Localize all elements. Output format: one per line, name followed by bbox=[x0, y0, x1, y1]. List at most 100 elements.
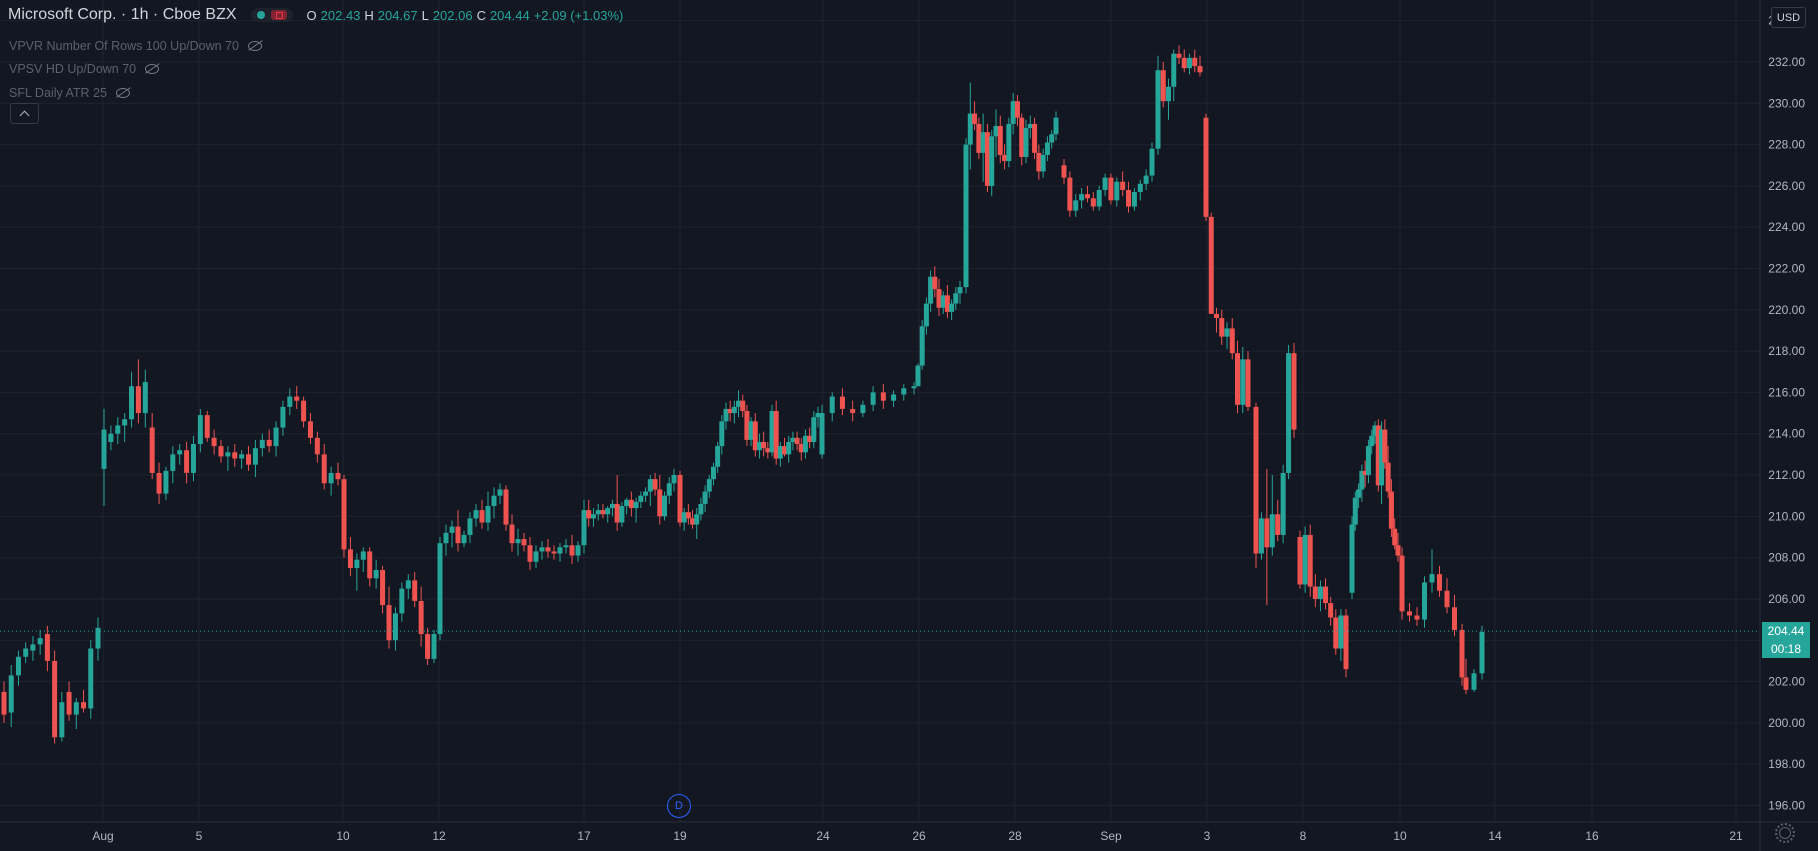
market-status-pill[interactable] bbox=[250, 8, 293, 22]
candle bbox=[1437, 565, 1442, 597]
y-tick-label: 202.00 bbox=[1768, 675, 1805, 689]
eye-off-icon[interactable] bbox=[115, 87, 131, 98]
candle-body bbox=[1102, 177, 1108, 191]
candle bbox=[437, 536, 443, 641]
candle bbox=[702, 485, 708, 513]
candle-body bbox=[1214, 313, 1219, 319]
price-axis bbox=[1760, 0, 1818, 851]
dividend-marker[interactable]: D bbox=[667, 794, 691, 818]
candle-body bbox=[1187, 57, 1192, 69]
candle bbox=[1444, 578, 1450, 614]
candle-body bbox=[1379, 429, 1385, 486]
candle-body bbox=[1302, 534, 1308, 585]
candle bbox=[681, 508, 687, 531]
indicator-atr[interactable]: SFL Daily ATR 25 bbox=[9, 81, 263, 105]
symbol-title[interactable]: Microsoft Corp. · 1h · Cboe BZX bbox=[8, 6, 237, 23]
candle bbox=[246, 446, 252, 471]
candle bbox=[88, 640, 94, 719]
candle-body bbox=[710, 466, 716, 480]
candle-body bbox=[1323, 586, 1329, 604]
candle-body bbox=[1253, 406, 1259, 554]
candle bbox=[509, 514, 515, 552]
candle-body bbox=[1120, 181, 1126, 191]
gear-icon[interactable] bbox=[1775, 823, 1795, 843]
candle bbox=[497, 483, 503, 504]
candle bbox=[963, 138, 969, 294]
candle-body bbox=[66, 691, 72, 715]
candle-body bbox=[609, 503, 615, 509]
candle bbox=[557, 543, 563, 562]
candle bbox=[643, 487, 649, 502]
candle bbox=[860, 400, 866, 418]
indicator-vpsv[interactable]: VPSV HD Up/Down 70 bbox=[9, 58, 263, 82]
eye-off-icon[interactable] bbox=[247, 40, 263, 51]
candle-body bbox=[239, 454, 245, 459]
candle-body bbox=[44, 634, 50, 661]
candle-body bbox=[1036, 152, 1042, 172]
candle-body bbox=[23, 648, 29, 657]
bar-countdown-badge: 00:18 bbox=[1762, 640, 1810, 659]
candle bbox=[829, 392, 835, 422]
candle-body bbox=[723, 408, 729, 422]
candle bbox=[521, 532, 527, 552]
candle-body bbox=[347, 549, 353, 568]
candle-body bbox=[1096, 190, 1102, 207]
candle bbox=[1114, 177, 1120, 207]
candle bbox=[252, 439, 258, 478]
candle-body bbox=[294, 396, 300, 401]
candle bbox=[1040, 148, 1046, 178]
candle-body bbox=[418, 601, 424, 635]
x-tick-label: Aug bbox=[92, 829, 113, 843]
candle-body bbox=[628, 499, 634, 509]
candle-body bbox=[225, 452, 231, 457]
candle bbox=[850, 400, 856, 422]
candle-body bbox=[1131, 192, 1137, 207]
candle-body bbox=[204, 415, 210, 438]
indicator-vpvr[interactable]: VPVR Number Of Rows 100 Up/Down 70 bbox=[9, 34, 263, 58]
candle-body bbox=[819, 413, 825, 455]
candle bbox=[1372, 421, 1378, 445]
candle bbox=[367, 547, 373, 587]
candle-body bbox=[940, 295, 946, 308]
candle bbox=[1317, 580, 1323, 612]
high-value: 204.67 bbox=[377, 7, 418, 23]
candle-body bbox=[794, 437, 800, 445]
candle bbox=[135, 359, 141, 424]
candle-body bbox=[1362, 470, 1368, 476]
candle-body bbox=[829, 396, 835, 414]
candle bbox=[773, 400, 779, 465]
candle-body bbox=[1224, 328, 1230, 337]
candle bbox=[600, 503, 606, 519]
candle bbox=[101, 408, 107, 507]
candle bbox=[1429, 549, 1435, 593]
candle-body bbox=[177, 450, 183, 455]
candle-body bbox=[1044, 142, 1050, 155]
candle bbox=[197, 408, 203, 453]
candle-body bbox=[539, 547, 545, 552]
candle bbox=[23, 642, 29, 663]
candle bbox=[328, 466, 334, 496]
candle-body bbox=[619, 506, 625, 523]
eye-off-icon[interactable] bbox=[144, 64, 160, 75]
candle-body bbox=[1375, 425, 1381, 486]
candle bbox=[932, 266, 938, 298]
candle bbox=[563, 539, 569, 554]
symbol-legend: Microsoft Corp. · 1h · Cboe BZX O 202.43 … bbox=[8, 6, 623, 24]
candle-body bbox=[1338, 615, 1344, 649]
candle-body bbox=[443, 532, 449, 544]
candle bbox=[1302, 526, 1308, 593]
candle-body bbox=[936, 289, 942, 308]
candle-body bbox=[485, 506, 491, 523]
candle-body bbox=[15, 656, 21, 676]
candle bbox=[798, 437, 804, 461]
candle-body bbox=[624, 499, 630, 507]
candle bbox=[1120, 171, 1126, 197]
candle bbox=[1382, 419, 1388, 469]
candle-body bbox=[509, 524, 515, 544]
candle bbox=[1192, 49, 1198, 73]
collapse-indicators-button[interactable] bbox=[10, 103, 39, 124]
currency-button[interactable]: USD bbox=[1771, 7, 1806, 28]
candle-body bbox=[467, 518, 473, 535]
